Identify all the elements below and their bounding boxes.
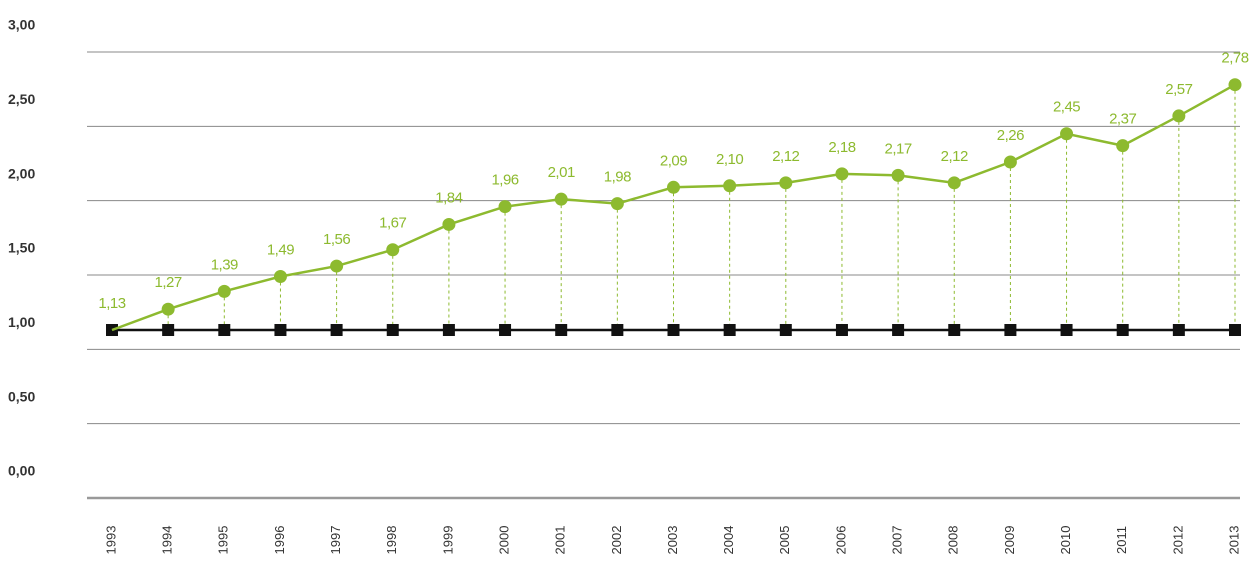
- marker: [274, 324, 287, 337]
- value-label: 2,17: [884, 140, 911, 157]
- x-tick-label: 2013: [1226, 526, 1241, 555]
- marker: [892, 324, 905, 337]
- marker: [161, 302, 175, 316]
- marker: [1228, 78, 1242, 92]
- marker: [1060, 324, 1073, 337]
- x-tick-label: 1998: [384, 526, 399, 555]
- marker: [442, 324, 455, 337]
- marker: [330, 259, 344, 273]
- marker: [386, 324, 399, 337]
- marker: [779, 324, 792, 337]
- marker: [273, 269, 287, 283]
- marker: [948, 324, 961, 337]
- marker: [947, 176, 961, 190]
- value-label: 1,49: [267, 241, 294, 258]
- y-tick-label: 0,00: [8, 463, 35, 479]
- y-tick-label: 2,50: [8, 91, 35, 107]
- x-tick-label: 1994: [160, 526, 175, 555]
- value-label: 2,12: [941, 148, 968, 165]
- x-tick-label: 2011: [1114, 526, 1129, 554]
- marker: [442, 217, 456, 231]
- value-label: 2,26: [997, 127, 1024, 144]
- value-label: 1,84: [435, 189, 462, 206]
- value-label: 1,13: [98, 295, 125, 312]
- value-label: 1,27: [155, 274, 182, 291]
- marker: [1172, 324, 1185, 337]
- value-label: 1,39: [211, 256, 238, 273]
- value-label: 2,45: [1053, 99, 1080, 116]
- x-tick-label: 1996: [272, 526, 287, 555]
- y-tick-label: 0,50: [8, 388, 35, 404]
- x-tick-label: 1999: [440, 526, 455, 555]
- marker: [386, 243, 400, 257]
- marker: [1060, 127, 1074, 141]
- marker: [835, 324, 848, 337]
- marker: [667, 324, 680, 337]
- value-label: 1,67: [379, 215, 406, 232]
- x-tick-label: 2001: [553, 526, 568, 555]
- value-label: 2,57: [1165, 81, 1192, 98]
- marker: [330, 324, 343, 337]
- marker: [1003, 155, 1017, 169]
- marker: [1116, 324, 1129, 337]
- x-tick-label: 2006: [833, 526, 848, 555]
- marker: [891, 168, 905, 182]
- x-tick-label: 2005: [777, 526, 792, 555]
- marker: [499, 324, 512, 337]
- value-label: 2,78: [1221, 50, 1248, 67]
- value-label: 2,09: [660, 152, 687, 169]
- marker: [554, 192, 568, 206]
- marker: [611, 324, 624, 337]
- y-tick-label: 3,00: [8, 17, 35, 33]
- x-tick-label: 1995: [216, 526, 231, 555]
- value-label: 1,56: [323, 231, 350, 248]
- marker: [667, 180, 680, 194]
- value-label: 1,96: [491, 172, 518, 189]
- value-label: 2,01: [548, 164, 575, 181]
- marker: [610, 197, 624, 211]
- marker: [217, 284, 231, 298]
- marker: [723, 179, 737, 193]
- marker: [723, 324, 736, 337]
- x-tick-label: 2002: [609, 526, 624, 555]
- x-tick-label: 1997: [328, 526, 343, 555]
- value-label: 2,37: [1109, 111, 1136, 128]
- x-tick-label: 2009: [1002, 526, 1017, 555]
- marker: [1229, 324, 1241, 337]
- value-label: 1,98: [604, 169, 631, 186]
- x-tick-label: 2010: [1058, 526, 1073, 555]
- marker: [162, 324, 175, 337]
- x-tick-label: 2008: [946, 526, 961, 555]
- value-label: 2,10: [716, 151, 743, 168]
- marker: [1172, 109, 1186, 123]
- x-tick-label: 2007: [890, 526, 905, 555]
- x-tick-label: 1993: [103, 526, 118, 555]
- value-label: 2,12: [772, 148, 799, 165]
- y-tick-label: 1,50: [8, 240, 35, 256]
- marker: [1004, 324, 1017, 337]
- y-tick-label: 1,00: [8, 314, 35, 330]
- marker: [555, 324, 568, 337]
- marker: [1116, 139, 1130, 153]
- y-tick-label: 2,00: [8, 165, 35, 181]
- x-tick-label: 2003: [665, 526, 680, 555]
- marker: [779, 176, 793, 190]
- x-tick-label: 2012: [1170, 526, 1185, 555]
- value-label: 2,18: [828, 139, 855, 156]
- marker: [835, 167, 849, 181]
- marker: [498, 200, 512, 214]
- x-tick-label: 2000: [496, 526, 511, 555]
- marker: [218, 324, 231, 337]
- x-tick-label: 2004: [721, 526, 736, 555]
